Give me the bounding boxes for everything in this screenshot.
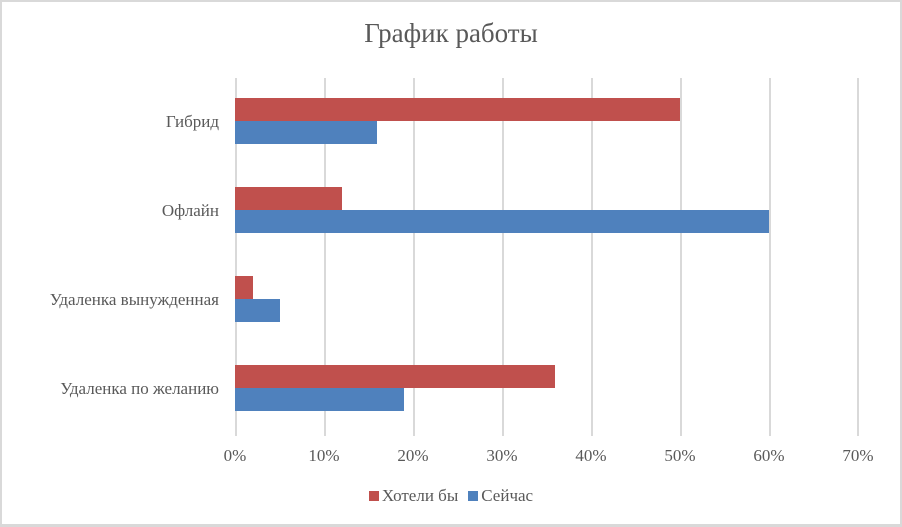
x-tick: 0% (223, 446, 247, 465)
bar[interactable] (235, 121, 378, 144)
category-label: Офлайн (161, 201, 219, 220)
bar[interactable] (235, 388, 405, 411)
x-tick: 10% (308, 446, 340, 465)
category-label: Удаленка по желанию (60, 379, 219, 398)
chart-title: График работы (364, 18, 538, 48)
legend-item-now[interactable]: Сейчас (468, 486, 533, 506)
gridline (502, 78, 504, 436)
category-label: Гибрид (165, 112, 219, 131)
x-tick: 20% (397, 446, 429, 465)
bar[interactable] (235, 98, 680, 121)
plot-area (235, 78, 859, 436)
gridline (591, 78, 593, 436)
legend: Хотели бы Сейчас (0, 486, 902, 506)
gridline (235, 78, 237, 436)
gridline (413, 78, 415, 436)
gridline (769, 78, 771, 436)
bar[interactable] (235, 299, 280, 322)
gridline (857, 78, 859, 436)
category-label: Удаленка вынужденная (49, 290, 219, 309)
x-tick: 70% (842, 446, 874, 465)
x-tick: 60% (753, 446, 785, 465)
bar[interactable] (235, 276, 253, 299)
legend-item-want[interactable]: Хотели бы (368, 486, 459, 506)
gridline (324, 78, 326, 436)
legend-label: Сейчас (481, 486, 534, 505)
legend-swatch-icon (368, 491, 379, 501)
legend-swatch-icon (468, 491, 479, 501)
x-tick: 40% (575, 446, 607, 465)
gridline (680, 78, 682, 436)
bar[interactable] (235, 187, 342, 210)
x-tick: 50% (664, 446, 696, 465)
legend-label: Хотели бы (381, 486, 459, 505)
bar[interactable] (235, 365, 556, 388)
bar[interactable] (235, 210, 769, 233)
x-tick: 30% (486, 446, 518, 465)
